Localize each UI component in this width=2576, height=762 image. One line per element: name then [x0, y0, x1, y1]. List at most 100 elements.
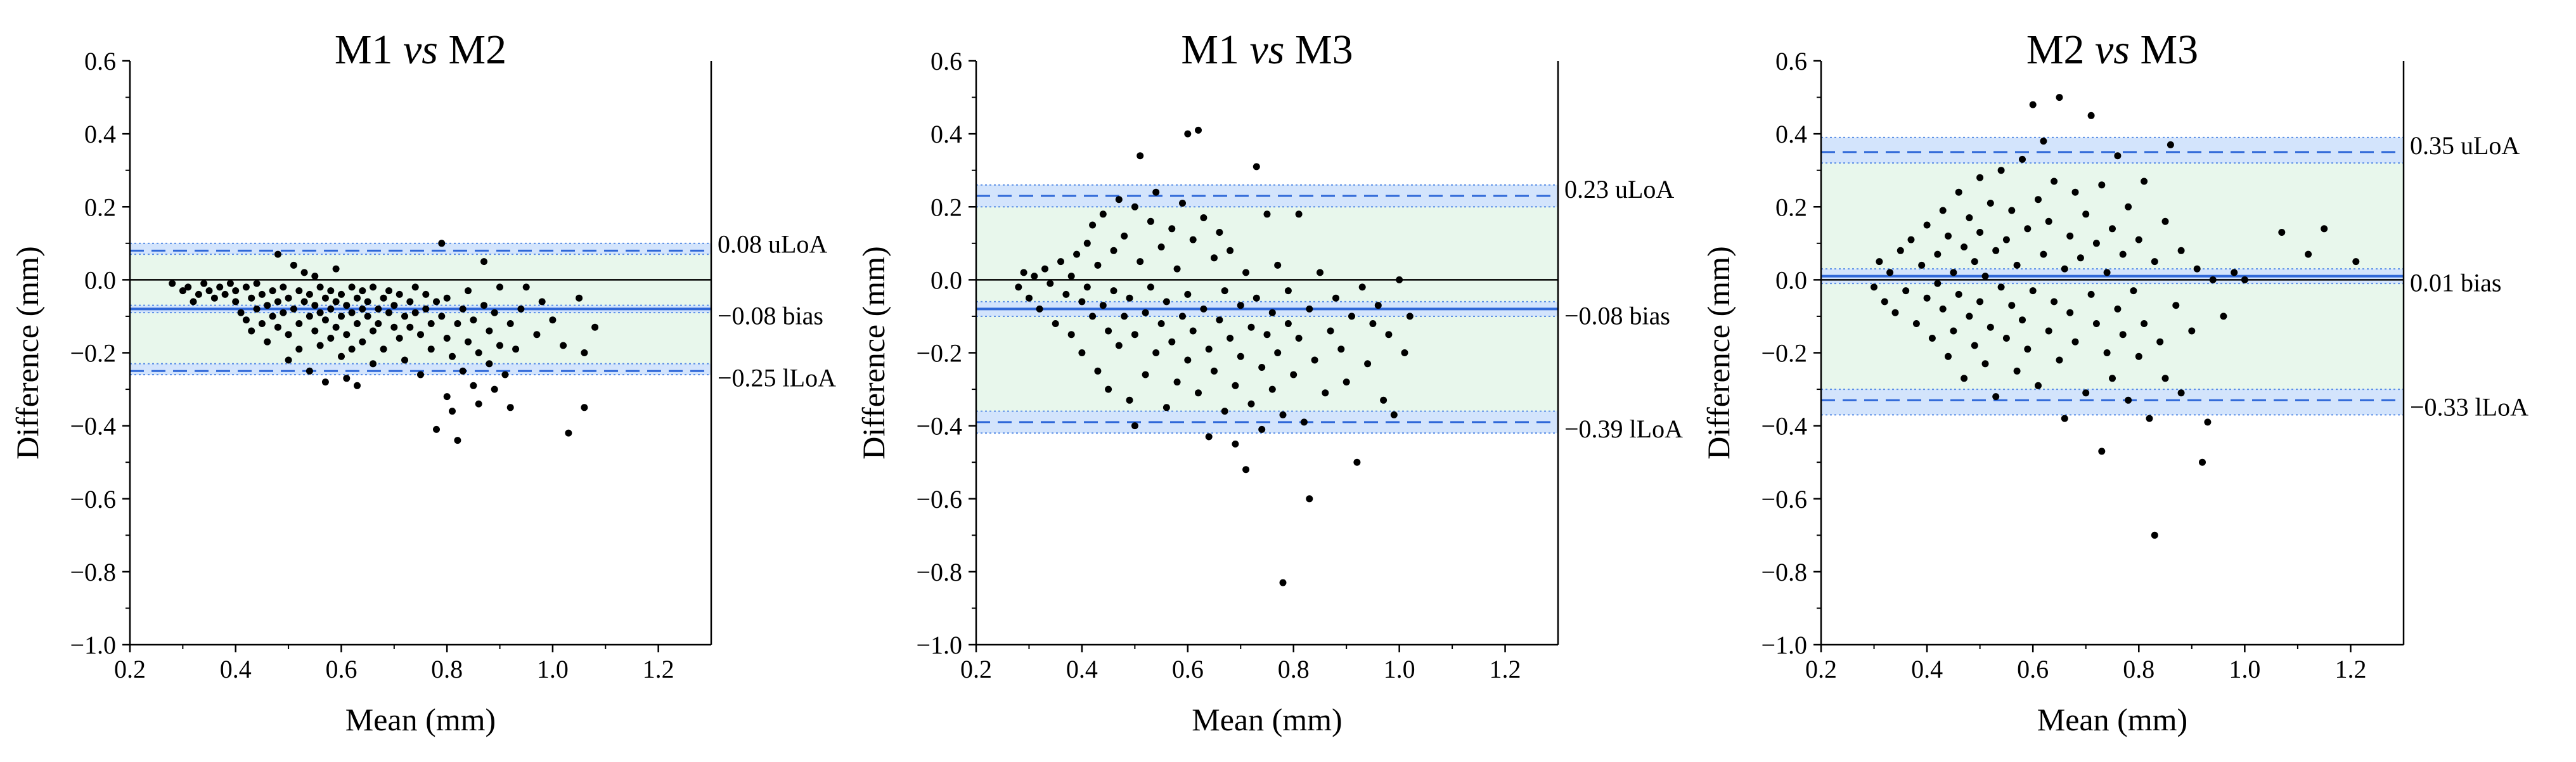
data-point [2013, 261, 2021, 269]
data-point [2051, 178, 2058, 185]
bias-label: −0.08 bias [1564, 301, 1670, 330]
data-point [226, 280, 234, 287]
data-point [1184, 356, 1192, 364]
data-point [253, 280, 261, 287]
data-point [258, 320, 266, 327]
data-point [2082, 389, 2090, 397]
data-points [1015, 126, 1414, 586]
x-tick-label: 1.2 [643, 655, 674, 683]
data-point [475, 400, 482, 408]
data-point [1126, 294, 1133, 302]
data-point [2045, 217, 2052, 225]
data-point [1981, 360, 1989, 368]
data-point [1131, 422, 1138, 430]
data-point [190, 298, 197, 306]
data-point [253, 305, 261, 313]
data-point [1137, 258, 1144, 266]
data-point [2231, 269, 2238, 276]
data-point [1041, 265, 1048, 273]
data-point [316, 283, 324, 291]
data-point [290, 305, 297, 313]
data-point [2019, 316, 2026, 324]
data-point [216, 283, 224, 291]
bias-label: −0.08 bias [718, 301, 823, 330]
data-point [2172, 302, 2180, 309]
data-point [2013, 367, 2021, 375]
data-point [1263, 331, 1271, 339]
data-point [280, 309, 287, 316]
y-tick-label: −0.8 [916, 558, 962, 586]
data-point [411, 309, 419, 316]
data-point [242, 283, 250, 291]
data-point [375, 305, 382, 313]
y-tick-label: −0.6 [70, 485, 116, 513]
data-point [1939, 207, 1947, 214]
uloa-label: 0.08 uLoA [718, 229, 827, 258]
data-point [2146, 415, 2153, 422]
data-point [1099, 210, 1107, 218]
data-point [221, 290, 229, 298]
data-point [1971, 258, 1978, 266]
y-tick-label: −0.4 [70, 412, 116, 441]
data-point [1912, 320, 1920, 327]
data-point [1955, 290, 1962, 298]
data-point [2151, 258, 2158, 266]
data-point [264, 302, 271, 309]
data-point [1026, 294, 1033, 302]
data-point [2321, 225, 2328, 233]
data-point [1242, 466, 1250, 474]
data-point [1992, 393, 2000, 401]
title-vs: vs [2095, 27, 2130, 73]
data-point [2119, 331, 2127, 339]
data-point [1152, 349, 1160, 356]
data-point [343, 331, 351, 339]
y-tick-label: 0.4 [1775, 120, 1807, 148]
x-tick-label: 0.2 [114, 655, 146, 683]
data-point [496, 283, 503, 291]
data-point [316, 342, 324, 349]
chart-panel-2: 0.2 0.4 0.6 0.8 1.0 1.2 0.6 0.4 0.2 0.0 −0.2 −0.4 −0… [856, 27, 1683, 737]
data-point [1094, 261, 1102, 269]
x-tick-label: 0.2 [1805, 655, 1837, 683]
data-point [2220, 313, 2227, 320]
chart-panel-3: 0.2 0.4 0.6 0.8 1.0 1.2 0.6 0.4 0.2 0.0 −0.2 −0.4 −0… [1701, 27, 2528, 737]
data-point [1327, 327, 1334, 335]
data-point [1067, 273, 1075, 280]
y-tick-label: 0.6 [84, 47, 116, 75]
data-point [1089, 221, 1097, 229]
data-point [2177, 389, 2185, 397]
data-point [512, 345, 520, 353]
data-point [359, 338, 366, 345]
data-point [427, 345, 435, 353]
data-point [1934, 250, 1942, 258]
x-tick-label: 0.4 [1911, 655, 1943, 683]
data-point [1227, 335, 1234, 342]
data-point [1216, 316, 1223, 324]
data-point [375, 320, 382, 327]
data-point [285, 331, 292, 339]
data-point [327, 335, 335, 342]
x-tick-label: 0.6 [325, 655, 357, 683]
data-point [2167, 141, 2174, 148]
data-point [1268, 385, 1276, 393]
data-point [1073, 250, 1081, 258]
data-point [1221, 408, 1228, 415]
data-point [1205, 433, 1213, 441]
data-point [1358, 283, 1366, 291]
data-point [1200, 214, 1208, 221]
title-suffix: M3 [2140, 27, 2198, 73]
data-point [1343, 378, 1350, 386]
data-point [433, 425, 440, 433]
data-point [1966, 313, 1973, 320]
data-point [1311, 356, 1318, 364]
data-point [1089, 313, 1097, 320]
data-point [1987, 323, 1994, 331]
lloa-label: −0.33 lLoA [2410, 392, 2528, 421]
data-point [285, 294, 292, 302]
data-point [2077, 254, 2084, 262]
data-point [2024, 345, 2032, 353]
data-point [1976, 229, 1984, 236]
data-point [280, 283, 287, 291]
data-point [1232, 440, 1239, 448]
y-axis-title: Difference (mm) [856, 246, 891, 459]
